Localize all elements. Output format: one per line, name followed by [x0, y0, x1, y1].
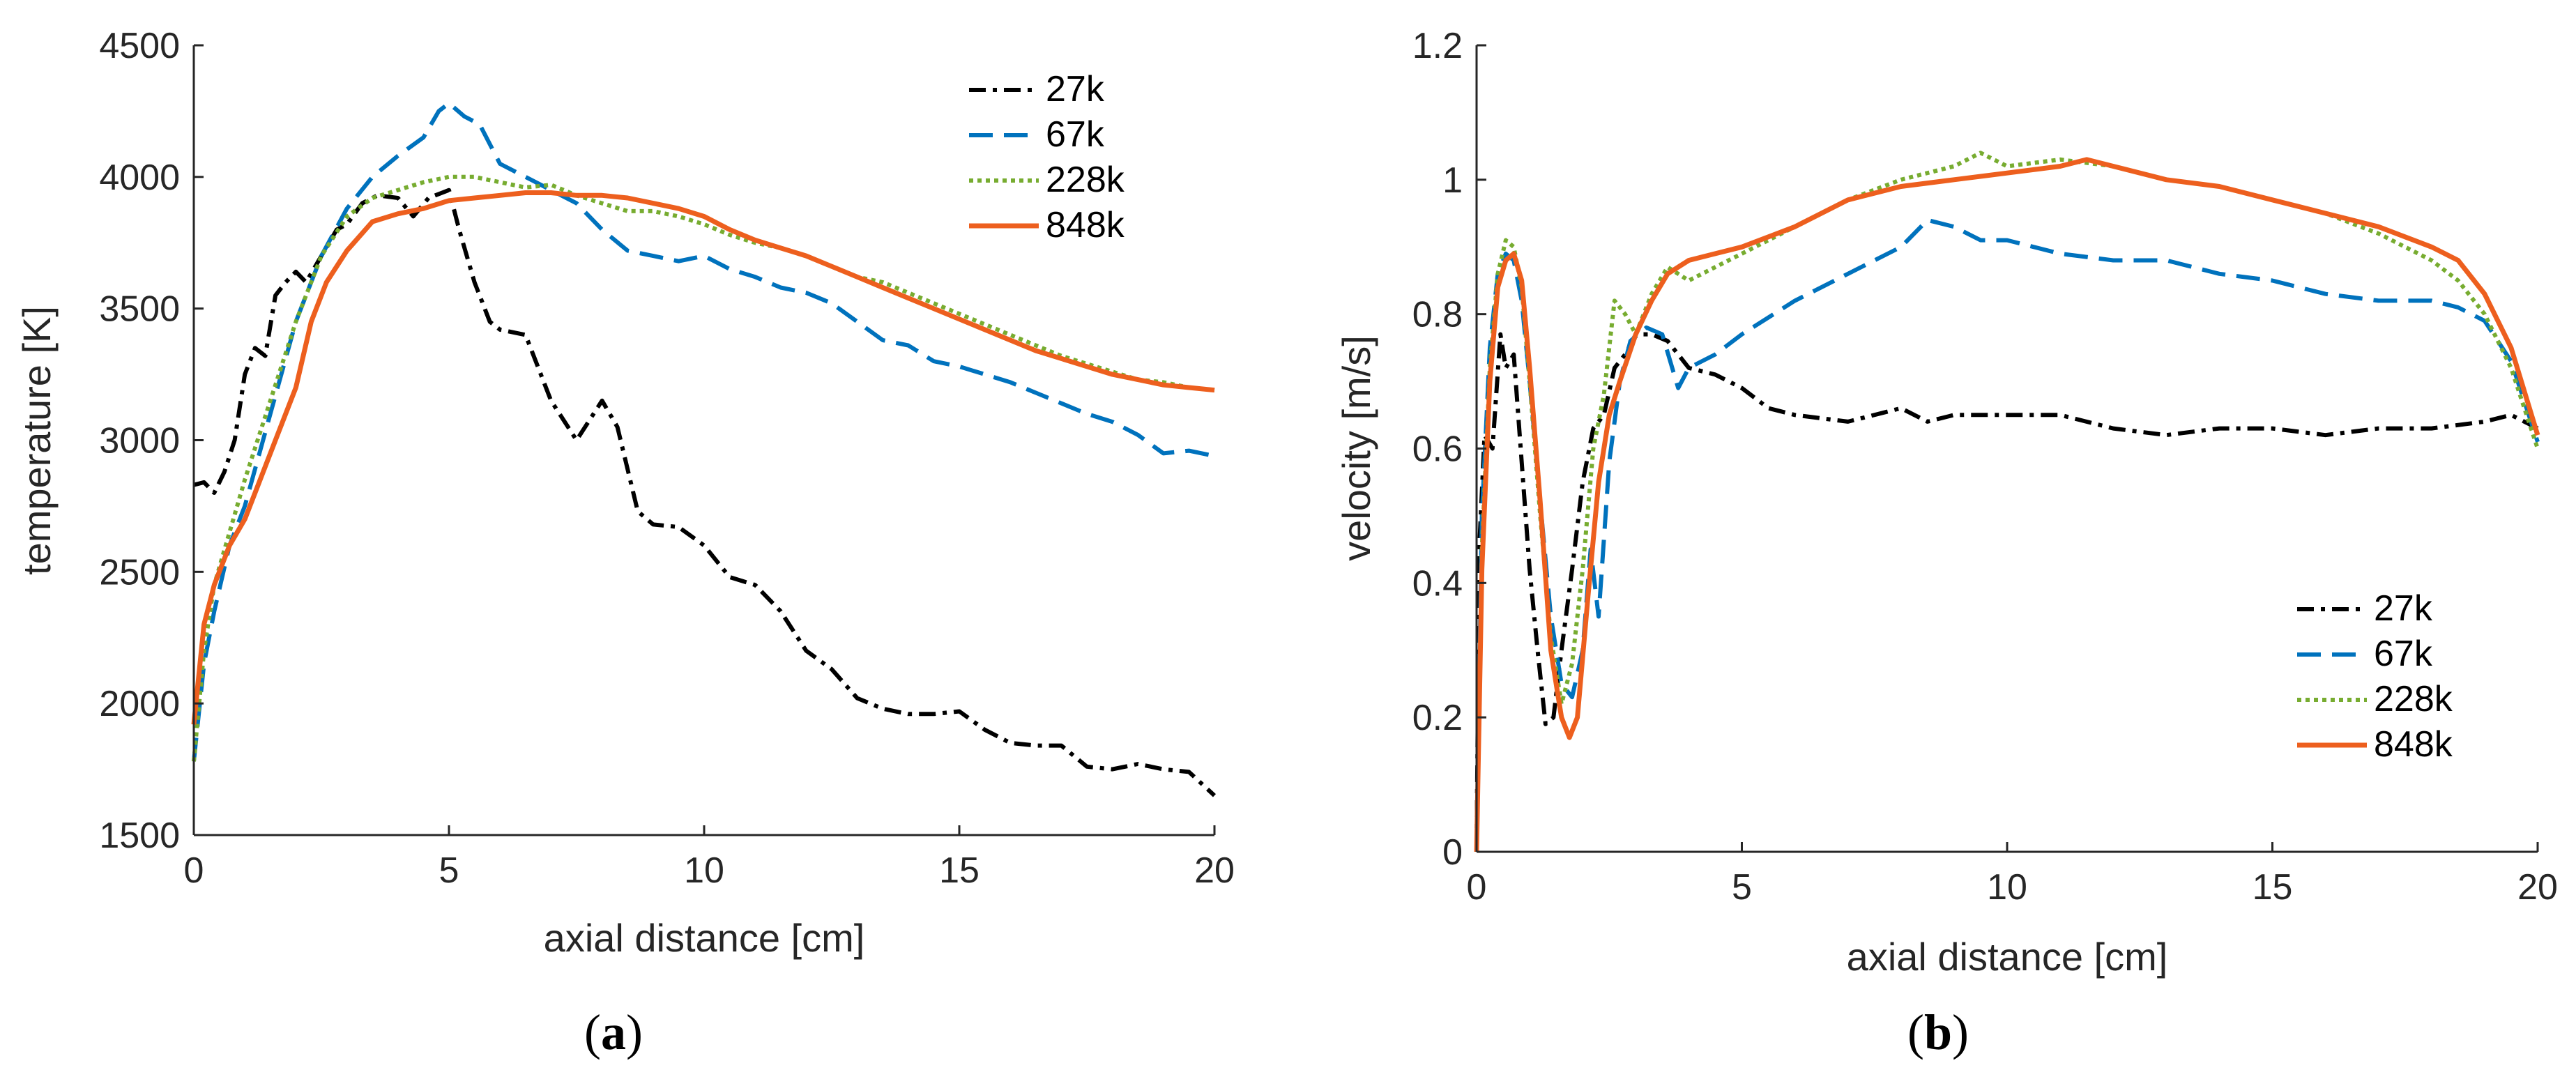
velocity-x-tick-label: 0	[1467, 867, 1487, 908]
velocity-legend-label-228k: 228k	[2374, 679, 2453, 719]
velocity-chart: 0 5 10 15 20 0 0.2 0.4 0.6 0.8 1 1.2 axial distance…	[1334, 26, 2558, 1060]
temperature-y-tick-label: 4000	[99, 158, 180, 198]
temperature-legend-label-848k: 848k	[1046, 205, 1125, 245]
temperature-legend-label-228k: 228k	[1046, 160, 1125, 200]
velocity-y-tick-label: 0	[1442, 832, 1463, 873]
velocity-y-tick-label: 1.2	[1412, 26, 1463, 66]
temperature-x-tick-label: 0	[184, 850, 204, 891]
temperature-ticks: 0 5 10 15 20 1500 2000 2500 3000 3500 4000 4500	[99, 26, 1235, 891]
temperature-series-848k	[191, 190, 1215, 725]
velocity-x-tick-label: 5	[1732, 867, 1752, 908]
temperature-x-tick-label: 15	[939, 850, 980, 891]
caption-a: (a)	[584, 1004, 643, 1060]
temperature-y-axis-title: temperature [K]	[15, 306, 59, 575]
temperature-legend: 27k 67k 228k 848k	[969, 69, 1125, 245]
velocity-ticks: 0 5 10 15 20 0 0.2 0.4 0.6 0.8 1 1.2	[1412, 26, 2558, 908]
velocity-y-tick-label: 1	[1442, 160, 1463, 201]
velocity-y-tick-label: 0.2	[1412, 698, 1463, 738]
temperature-legend-label-27k: 27k	[1046, 69, 1105, 109]
temperature-x-tick-label: 10	[684, 850, 724, 891]
temperature-legend-label-67k: 67k	[1046, 114, 1105, 155]
temperature-y-tick-label: 3000	[99, 421, 180, 461]
temperature-y-tick-label: 2500	[99, 552, 180, 592]
velocity-legend-label-67k: 67k	[2374, 634, 2433, 674]
velocity-x-tick-label: 10	[1987, 867, 2027, 908]
temperature-series-228k	[192, 174, 1215, 762]
temperature-series-27k	[193, 188, 1217, 797]
temperature-x-tick-label: 20	[1194, 850, 1235, 891]
temperature-series-67k	[192, 101, 1215, 762]
velocity-x-axis-title: axial distance [cm]	[1847, 935, 2168, 979]
velocity-legend-label-848k: 848k	[2374, 724, 2453, 765]
temperature-y-tick-label: 1500	[99, 816, 180, 856]
caption-b: (b)	[1907, 1004, 1969, 1060]
velocity-series-848k	[1474, 157, 2540, 852]
velocity-y-tick-label: 0.8	[1412, 295, 1463, 335]
temperature-chart: 0 5 10 15 20 1500 2000 2500 3000 3500 4000 4500 axi…	[15, 26, 1235, 1060]
temperature-y-tick-label: 4500	[99, 26, 180, 66]
temperature-y-tick-label: 3500	[99, 289, 180, 330]
velocity-series-27k	[1474, 332, 2539, 852]
velocity-y-tick-label: 0.6	[1412, 429, 1463, 470]
temperature-y-tick-label: 2000	[99, 684, 180, 724]
velocity-legend: 27k 67k 228k 848k	[2297, 588, 2453, 765]
velocity-x-tick-label: 20	[2517, 867, 2558, 908]
temperature-x-tick-label: 5	[439, 850, 459, 891]
velocity-x-tick-label: 15	[2253, 867, 2293, 908]
velocity-legend-label-27k: 27k	[2374, 588, 2433, 629]
velocity-y-axis-title: velocity [m/s]	[1334, 335, 1378, 561]
velocity-y-tick-label: 0.4	[1412, 563, 1463, 604]
velocity-series-group	[1474, 151, 2540, 852]
temperature-x-axis-title: axial distance [cm]	[544, 916, 865, 960]
temperature-series-group	[191, 101, 1217, 797]
